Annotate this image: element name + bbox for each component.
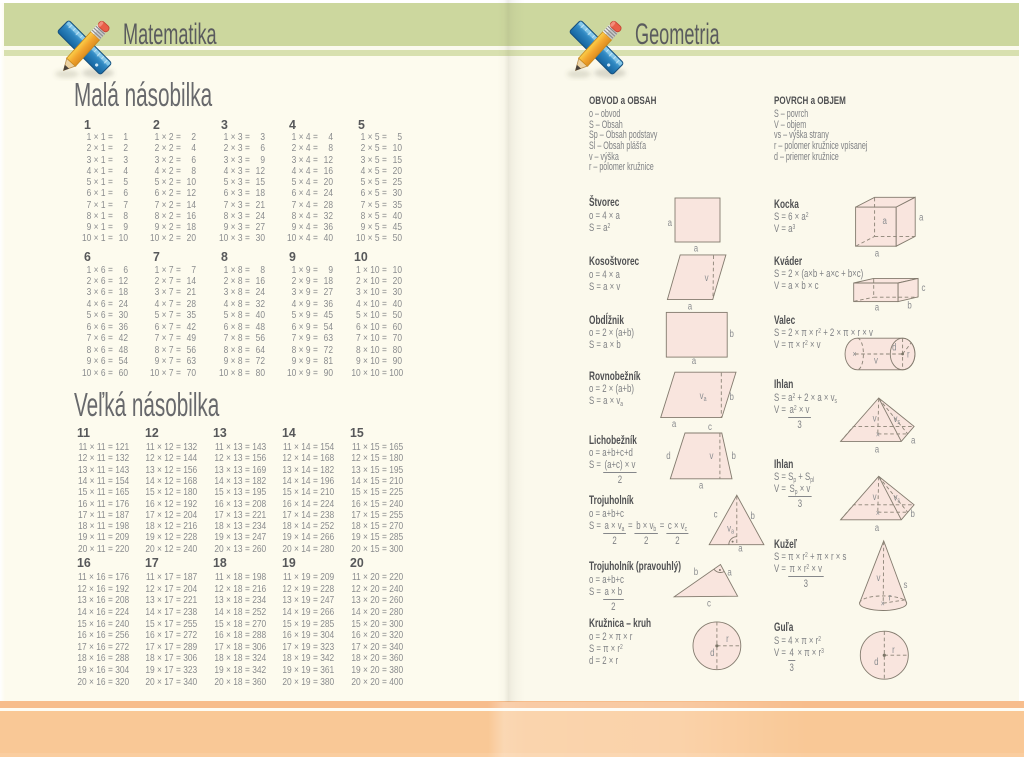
svg-text:b: b: [730, 328, 734, 339]
svg-text:v: v: [873, 412, 877, 423]
svg-text:a: a: [672, 418, 677, 429]
svg-text:b: b: [751, 510, 755, 521]
svg-text:c: c: [708, 421, 712, 432]
svg-text:d: d: [874, 656, 878, 667]
svg-text:v: v: [874, 354, 878, 365]
svg-text:×: ×: [853, 349, 857, 359]
svg-text:d: d: [710, 647, 714, 658]
svg-text:a: a: [875, 443, 880, 454]
svg-text:a: a: [738, 542, 743, 553]
svg-text:r: r: [889, 591, 892, 602]
svg-text:×: ×: [876, 508, 880, 518]
svg-text:va: va: [727, 522, 734, 535]
svg-text:d: d: [666, 450, 670, 461]
svg-text:a: a: [688, 300, 693, 311]
svg-text:×: ×: [881, 599, 885, 609]
svg-text:d: d: [892, 341, 896, 352]
svg-text:b: b: [694, 566, 698, 577]
svg-text:b: b: [911, 508, 915, 519]
svg-text:v: v: [705, 272, 709, 283]
svg-text:r: r: [892, 644, 895, 655]
svg-text:a: a: [911, 434, 916, 445]
svg-text:a: a: [692, 355, 697, 366]
svg-text:c: c: [922, 282, 926, 293]
svg-text:v: v: [873, 491, 877, 502]
svg-text:b: b: [730, 391, 734, 402]
svg-text:b: b: [731, 450, 735, 461]
svg-text:a: a: [727, 566, 732, 577]
svg-text:b: b: [907, 299, 911, 310]
svg-text:va: va: [700, 390, 707, 403]
svg-text:v: v: [710, 450, 714, 461]
svg-text:a: a: [919, 211, 924, 222]
svg-text:r: r: [726, 633, 729, 644]
svg-text:vs: vs: [893, 413, 900, 426]
svg-text:a: a: [668, 217, 673, 228]
svg-text:×: ×: [876, 430, 880, 440]
svg-text:r: r: [907, 348, 910, 359]
svg-text:v: v: [877, 572, 881, 583]
svg-text:a: a: [875, 247, 880, 258]
svg-text:s: s: [904, 579, 908, 590]
svg-text:c: c: [707, 597, 711, 608]
svg-text:c: c: [714, 508, 718, 519]
svg-text:a: a: [875, 301, 880, 312]
svg-text:a: a: [883, 215, 888, 226]
svg-text:a: a: [875, 522, 880, 533]
svg-text:vs: vs: [893, 491, 900, 504]
svg-text:a: a: [694, 242, 699, 253]
svg-text:a: a: [699, 479, 704, 490]
